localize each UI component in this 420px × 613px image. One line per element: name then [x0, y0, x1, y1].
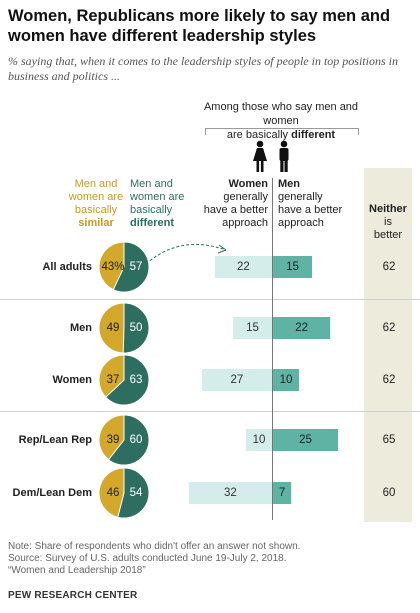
women-column-header: Women generally have a better approach — [200, 178, 268, 230]
source-text: Source: Survey of U.S. adults conducted … — [8, 553, 287, 564]
men-line-2: have a better — [278, 204, 343, 216]
pie-label-similar: 39 — [107, 434, 120, 446]
men-bold: Men — [278, 178, 300, 190]
row-label-men: Men — [70, 322, 92, 334]
note-text: Note: Share of respondents who didn't of… — [8, 541, 301, 552]
neither-value: 65 — [383, 434, 396, 446]
bar-label-women: 10 — [253, 434, 266, 446]
different-line-2: women are — [130, 191, 185, 203]
pie-label-different: 57 — [130, 261, 143, 273]
row-label-women: Women — [52, 374, 92, 386]
person-icons — [253, 140, 289, 172]
chart-subtitle: % saying that, when it comes to the lead… — [8, 54, 398, 83]
bar-women — [188, 482, 272, 504]
bar-label-men: 10 — [280, 374, 293, 386]
neither-bold: Neither — [369, 203, 407, 215]
pie-label-similar: 37 — [107, 374, 120, 386]
different-line-1: Men and — [130, 178, 173, 190]
bar-men — [273, 482, 292, 504]
similar-line-3: basically — [74, 204, 118, 216]
bar-women — [201, 369, 272, 391]
men-line-3: approach — [278, 217, 324, 229]
bar-label-women: 32 — [224, 487, 237, 499]
neither-value: 60 — [383, 487, 396, 499]
row-label-rep: Rep/Lean Rep — [18, 434, 92, 446]
pie-label-similar: 49 — [107, 322, 120, 334]
row-label-dem: Dem/Lean Dem — [12, 487, 92, 499]
neither-value: 62 — [383, 322, 396, 334]
pie-label-different: 54 — [130, 487, 143, 499]
bar-men — [273, 256, 312, 278]
bar-label-men: 7 — [279, 487, 285, 499]
row-divider — [0, 411, 420, 412]
group-header-bold: different — [291, 129, 336, 141]
similar-bold: similar — [78, 217, 114, 229]
pie-slice-similar — [98, 241, 125, 291]
pie-slice-similar — [98, 302, 125, 354]
neither-column-header: Neither is better — [364, 203, 412, 242]
pie-slice-similar — [98, 414, 125, 461]
neither-column-background — [364, 168, 412, 522]
similar-line-2: women are — [68, 191, 124, 203]
chart-title: Women, Republicans more likely to say me… — [8, 7, 391, 45]
pie-label-different: 50 — [130, 322, 143, 334]
group-bracket — [205, 128, 359, 135]
bar-label-women: 27 — [231, 374, 244, 386]
different-column-header: Men and women are basically different — [130, 178, 192, 230]
similar-column-header: Men and women are basically similar — [66, 178, 126, 230]
group-header-text: are basically — [226, 129, 292, 141]
bar-women — [214, 256, 272, 278]
neither-value: 62 — [383, 374, 396, 386]
pie-slice-similar — [98, 467, 125, 518]
bar-men — [273, 317, 331, 339]
bar-women — [246, 429, 272, 451]
similar-line-1: Men and — [74, 178, 118, 190]
footnotes: Note: Share of respondents who didn't of… — [8, 541, 300, 577]
different-bold: different — [130, 217, 174, 229]
woman-icon — [253, 140, 267, 172]
bar-men — [273, 429, 338, 451]
neither-line-2: better — [373, 229, 403, 241]
pie-label-similar: 43% — [101, 261, 124, 273]
bar-label-men: 25 — [299, 434, 312, 446]
man-icon — [279, 140, 289, 172]
row-divider — [0, 299, 420, 300]
different-line-3: basically — [130, 204, 173, 216]
pie-label-different: 63 — [130, 374, 143, 386]
bar-label-women: 22 — [237, 261, 250, 273]
bar-label-women: 15 — [246, 322, 259, 334]
women-line-3: approach — [222, 217, 268, 229]
bar-men — [273, 369, 299, 391]
pie-slice-similar — [98, 354, 125, 398]
group-header-line-2: are basically different — [200, 128, 362, 142]
group-header-line-1: Among those who say men and women — [203, 101, 359, 127]
neither-value: 62 — [383, 261, 396, 273]
women-line-2: have a better — [203, 204, 268, 216]
pie-label-similar: 46 — [107, 487, 120, 499]
neither-line-1: is — [384, 216, 392, 228]
source-organization: PEW RESEARCH CENTER — [8, 590, 138, 601]
men-line-1: generally — [278, 191, 323, 203]
different-group-header: Among those who say men and women are ba… — [200, 100, 362, 142]
pie-label-different: 60 — [130, 434, 143, 446]
women-bold: Women — [228, 178, 268, 190]
bar-women — [233, 317, 272, 339]
bar-label-men: 15 — [286, 261, 299, 273]
report-text: “Women and Leadership 2018” — [8, 565, 146, 576]
women-line-1: generally — [223, 191, 268, 203]
men-column-header: Men generally have a better approach — [278, 178, 358, 230]
center-axis — [272, 178, 273, 520]
row-label-all-adults: All adults — [42, 261, 92, 273]
bar-label-men: 22 — [295, 322, 308, 334]
dashed-arrow — [145, 244, 227, 265]
